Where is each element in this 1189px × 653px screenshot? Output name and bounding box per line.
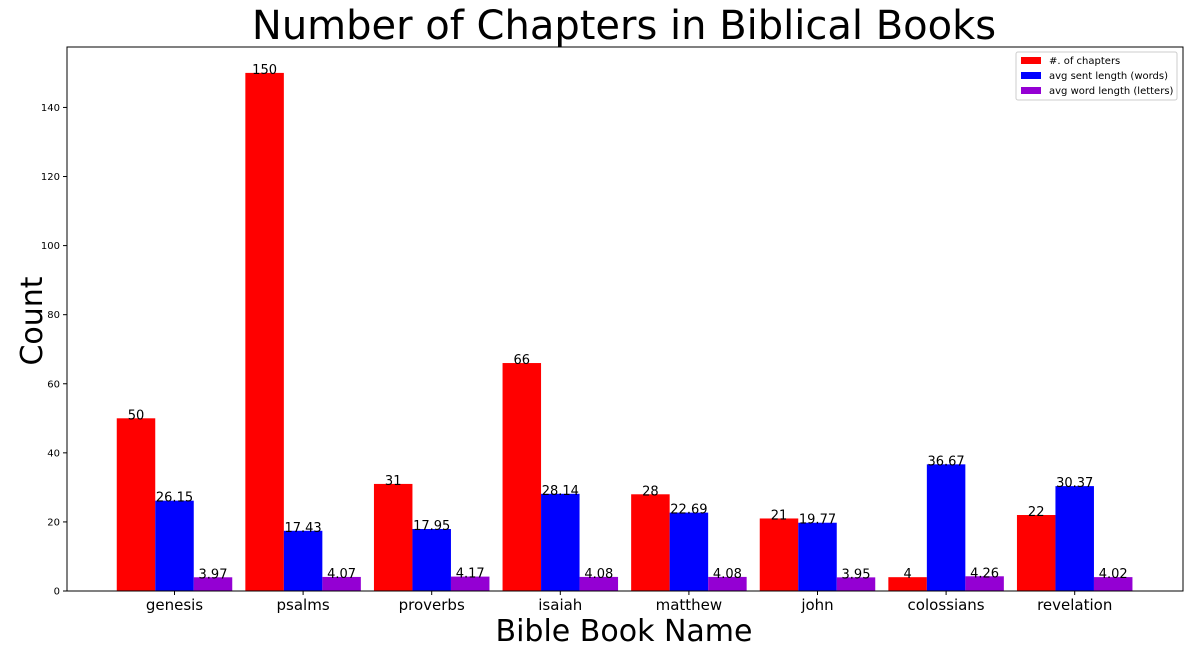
bar: [116, 418, 156, 591]
legend-swatch: [1021, 72, 1041, 79]
x-tick-label: psalms: [277, 596, 330, 614]
bar: [631, 494, 670, 591]
y-axis-ticks: 0 20 40 60 80 100 120 140: [41, 103, 67, 598]
bar: [1016, 515, 1056, 591]
bar-value-label: 26.15: [156, 491, 193, 506]
bar-value-label: 30.37: [1056, 476, 1093, 491]
bar: [759, 518, 799, 591]
bar-value-label: 4: [903, 567, 911, 582]
bar-value-label: 4.02: [1099, 567, 1128, 582]
y-tick-label: 140: [41, 103, 60, 114]
bar-value-label: 150: [252, 63, 277, 78]
bar-value-label: 21: [771, 508, 788, 523]
bar: [322, 576, 361, 591]
x-tick-label: proverbs: [399, 596, 465, 614]
bar: [965, 576, 1004, 591]
x-tick-label: revelation: [1037, 596, 1112, 614]
y-tick-label: 100: [41, 241, 60, 252]
bar-value-label: 3.95: [842, 567, 871, 582]
bar-labels-group: 50 26.15 3.97 150 17.43 4.07 31 17.95 4.17 66 28.1…: [128, 63, 1128, 582]
legend: #. of chapters avg sent length (words) avg…: [1015, 51, 1178, 101]
bar-value-label: 50: [128, 408, 145, 423]
bar: [888, 577, 927, 591]
x-axis-ticks: genesis psalms proverbs isaiah matthew john co…: [146, 591, 1112, 614]
bar-value-label: 4.08: [713, 567, 742, 582]
bar-value-label: 17.43: [284, 521, 321, 536]
y-tick-label: 120: [41, 172, 60, 183]
bar: [450, 576, 490, 591]
bar-value-label: 31: [385, 474, 402, 489]
bar: [1093, 577, 1133, 591]
bar-value-label: 3.97: [199, 567, 228, 582]
x-tick-label: genesis: [146, 596, 203, 614]
bar-value-label: 4.08: [584, 567, 613, 582]
legend-swatch: [1021, 87, 1041, 94]
bar-value-label: 4.17: [456, 567, 485, 582]
chart-title: Number of Chapters in Biblical Books: [252, 3, 996, 49]
x-tick-label: matthew: [656, 596, 723, 614]
bar-value-label: 17.95: [413, 519, 450, 534]
bar-value-label: 36.67: [927, 454, 964, 469]
bar: [579, 576, 619, 591]
bar: [541, 493, 580, 591]
y-tick-label: 20: [47, 517, 60, 528]
legend-label: avg sent length (words): [1049, 71, 1168, 82]
legend-label: avg word length (letters): [1049, 86, 1174, 97]
bar: [155, 500, 194, 591]
bar: [373, 483, 413, 591]
plot-frame: [66, 46, 1184, 592]
bar-value-label: 4.07: [327, 567, 356, 582]
bar: [836, 577, 876, 591]
legend-swatch: [1021, 57, 1041, 64]
x-tick-label: isaiah: [538, 596, 582, 614]
bar-value-label: 22.69: [670, 503, 707, 518]
bar: [798, 522, 837, 591]
bar: [669, 512, 709, 591]
bar-value-label: 28: [642, 484, 659, 499]
bar: [245, 72, 284, 591]
y-tick-label: 80: [47, 310, 60, 321]
bar-value-label: 4.26: [970, 566, 999, 581]
x-tick-label: colossians: [908, 596, 985, 614]
y-tick-label: 60: [47, 379, 60, 390]
y-tick-label: 0: [54, 587, 60, 598]
y-tick-label: 40: [47, 448, 60, 459]
bar-value-label: 19.77: [799, 513, 836, 528]
bar-value-label: 22: [1028, 505, 1045, 520]
bar: [926, 464, 966, 591]
y-axis-label: Count: [15, 276, 50, 365]
bar-value-label: 66: [514, 353, 531, 368]
bar: [1055, 486, 1094, 591]
x-tick-label: john: [800, 596, 833, 614]
bar: [412, 529, 451, 591]
bar-value-label: 28.14: [542, 484, 579, 499]
bar: [708, 576, 747, 591]
bars-group: [116, 72, 1133, 591]
legend-label: #. of chapters: [1049, 56, 1120, 67]
x-axis-label: Bible Book Name: [496, 614, 753, 649]
bar: [283, 530, 323, 591]
legend-box: [1015, 51, 1178, 101]
bar: [193, 577, 233, 591]
bar: [502, 363, 542, 591]
